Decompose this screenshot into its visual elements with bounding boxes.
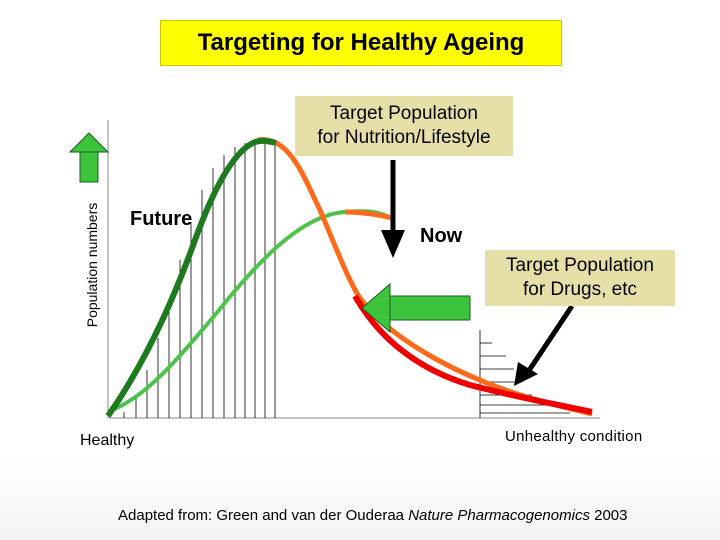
now-label: Now bbox=[420, 225, 463, 247]
unhealthy-label: Unhealthy condition bbox=[505, 428, 643, 445]
slide-title: Targeting for Healthy Ageing bbox=[160, 20, 562, 66]
healthy-label: Healthy bbox=[80, 432, 135, 449]
citation-journal: Nature Pharmacogenomics bbox=[408, 507, 590, 524]
callout-nutrition-line1: Target Population bbox=[330, 103, 478, 124]
shift-left-arrow bbox=[361, 282, 471, 334]
callout-nutrition: Target Population for Nutrition/Lifestyl… bbox=[295, 96, 513, 156]
red-curve bbox=[352, 294, 593, 415]
future-label: Future bbox=[130, 208, 193, 230]
y-axis-label: Population numbers bbox=[84, 202, 100, 328]
light-green-curve bbox=[111, 209, 393, 412]
callout-drugs-line2: for Drugs, etc bbox=[522, 279, 638, 300]
callout-nutrition-line2: for Nutrition/Lifestyle bbox=[317, 127, 491, 148]
callout-drugs: Target Population for Drugs, etc bbox=[485, 250, 675, 306]
citation: Adapted from: Green and van der Ouderaa … bbox=[118, 507, 628, 524]
future-curve bbox=[105, 137, 277, 418]
future-hatching bbox=[123, 142, 276, 418]
nutrition-arrow bbox=[381, 160, 405, 258]
citation-prefix: Adapted from: Green and van der Ouderaa bbox=[118, 507, 409, 524]
callout-drugs-line1: Target Population bbox=[506, 255, 654, 276]
citation-year: 2003 bbox=[589, 507, 628, 524]
now-curve-plateau bbox=[344, 209, 393, 221]
drugs-arrow bbox=[514, 304, 575, 386]
population-up-arrow bbox=[68, 132, 110, 183]
